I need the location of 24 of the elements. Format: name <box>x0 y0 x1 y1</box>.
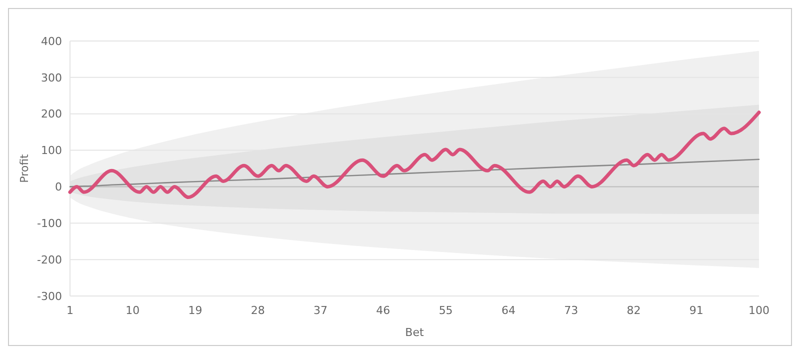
y-tick-label: 100 <box>41 144 62 158</box>
y-tick-label: 400 <box>41 34 62 48</box>
x-tick-label: 1 <box>66 304 74 317</box>
x-tick-label: 37 <box>314 304 328 317</box>
line-series <box>68 110 761 200</box>
x-tick-label: 82 <box>626 304 641 317</box>
y-axis-title: Profit <box>18 153 31 183</box>
y-tick-label: 0 <box>55 180 62 194</box>
y-tick-label: -200 <box>37 253 62 266</box>
x-tick-label: 28 <box>250 304 265 317</box>
x-tick-label: 46 <box>376 304 390 317</box>
x-tick-label: 91 <box>689 304 704 317</box>
x-tick-label: 55 <box>438 304 453 317</box>
x-tick-label: 73 <box>564 304 578 317</box>
x-tick-label: 10 <box>126 304 140 317</box>
y-tick-label: 300 <box>41 71 62 84</box>
line-series <box>69 158 760 188</box>
y-tick-label: -100 <box>37 216 62 230</box>
x-tick-label: 64 <box>501 304 516 317</box>
x-axis-title: Bet <box>405 326 424 339</box>
y-tick-label: 200 <box>41 108 62 121</box>
y-tick-label: -300 <box>37 290 62 303</box>
x-tick-label: 100 <box>748 304 770 317</box>
x-tick-label: 19 <box>188 304 202 317</box>
